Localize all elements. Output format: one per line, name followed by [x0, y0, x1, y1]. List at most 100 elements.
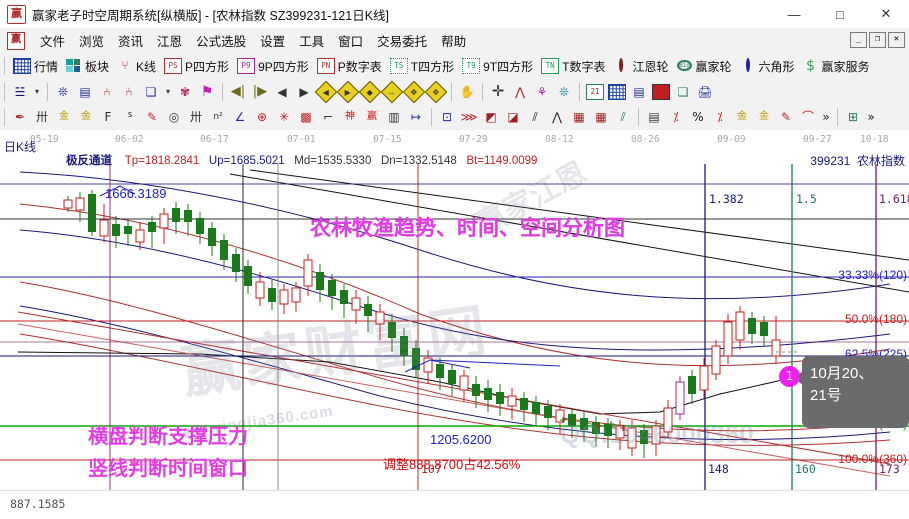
menu-item-browse[interactable]: 浏览	[79, 35, 105, 49]
menu-item-tools[interactable]: 工具	[299, 35, 325, 49]
toolbar-t-number-table-button[interactable]: TN T数字表	[537, 58, 609, 75]
indicator-9-icon[interactable]: ⑃	[125, 84, 133, 99]
ying-icon[interactable]: 赢	[367, 111, 377, 122]
close-button[interactable]: ✕	[880, 6, 892, 21]
report-icon[interactable]: ▤	[633, 84, 645, 99]
toolbar-t-square-button[interactable]: TS T四方形	[386, 58, 458, 75]
toolbar-p-number-table-button[interactable]: PN P数字表	[313, 58, 386, 75]
menu-item-window[interactable]: 窗口	[338, 35, 364, 49]
crosshair-icon[interactable]: ✛	[491, 82, 505, 100]
toolbar-quotes-button[interactable]: 行情	[9, 58, 62, 75]
calendar-day-icon[interactable]: ☱	[14, 84, 26, 99]
clipboard-icon[interactable]: ▤	[79, 84, 91, 99]
toolbar-winner-service-button[interactable]: $ 赢家服务	[799, 58, 874, 75]
mdi-restore-button[interactable]: ❐	[869, 32, 886, 48]
curve-tool-icon[interactable]: ⌒	[801, 110, 814, 124]
rect-tool-icon[interactable]: ⊡	[441, 110, 453, 124]
toolbar-9p-square-button[interactable]: P9 9P四方形	[233, 58, 313, 75]
mdi-close-button[interactable]: ✕	[888, 32, 905, 48]
levels-icon[interactable]: ▤	[648, 110, 660, 124]
indicator-3-icon[interactable]: ⑃	[103, 84, 111, 99]
pen-tool-icon[interactable]: ✒	[14, 110, 26, 124]
gann-circle-icon[interactable]: ⊕	[256, 110, 268, 124]
toolbar-sectors-button[interactable]: 板块	[62, 58, 113, 75]
menu-item-help[interactable]: 帮助	[441, 35, 467, 49]
callout-marker-1[interactable]: 1	[779, 366, 800, 387]
gold-ratio-1-icon[interactable]: 金	[59, 111, 69, 122]
cylinder-icon[interactable]: ❏	[145, 84, 157, 99]
menu-item-news[interactable]: 资讯	[118, 35, 144, 49]
grid-box-2-icon[interactable]: ▦	[595, 110, 607, 124]
collapse-icon[interactable]: ✥	[424, 80, 448, 103]
prev-icon[interactable]: ◀	[277, 84, 287, 99]
minimize-button[interactable]: —	[787, 6, 801, 22]
callout-bubble[interactable]: 10月20、 21号	[802, 356, 909, 428]
print-icon[interactable]: 🖨	[697, 84, 713, 99]
percent-icon[interactable]: %	[692, 110, 704, 124]
square-grid-icon[interactable]: ▩	[300, 110, 312, 124]
grid-lines-2-icon[interactable]: 卅	[189, 110, 202, 124]
marker-pen-icon[interactable]: ✎	[146, 110, 158, 124]
mdi-minimize-button[interactable]: _	[850, 32, 867, 48]
flag-icon[interactable]: ⚑	[200, 83, 214, 100]
measure-icon[interactable]: ↦	[410, 110, 422, 124]
shift-right-icon[interactable]: ▶	[336, 80, 360, 103]
save-icon[interactable]	[650, 82, 672, 102]
maximize-button[interactable]: □	[836, 6, 844, 22]
calculator-icon[interactable]	[606, 82, 628, 102]
spiral-icon[interactable]: ᔆ	[127, 110, 133, 124]
toolbar-gann-wheel-button[interactable]: 江恩轮	[609, 58, 672, 75]
step-line-icon[interactable]: ⌐	[322, 110, 334, 124]
percent-levels-icon[interactable]: ⁒	[717, 110, 723, 124]
expand-icon[interactable]: ✥	[402, 80, 426, 103]
n2-scale-icon[interactable]: n²	[213, 111, 223, 122]
f-scale-icon[interactable]: F	[104, 110, 112, 124]
dropdown-arrow-2-icon[interactable]: ▾	[165, 86, 170, 96]
fan-fill-icon[interactable]: ◩	[485, 110, 497, 124]
network-icon[interactable]: ❊	[57, 84, 69, 99]
copy-icon[interactable]: ❏	[677, 84, 689, 99]
calendar-21-icon[interactable]: 21	[584, 82, 606, 102]
menu-item-file[interactable]: 文件	[40, 35, 66, 49]
grid-box-icon[interactable]: ▦	[573, 110, 585, 124]
menu-item-trade[interactable]: 交易委托	[377, 35, 428, 49]
gold-levels-icon[interactable]: 金	[759, 111, 769, 122]
zoom-out-icon[interactable]: ↔	[380, 80, 404, 103]
dropdown-arrow-icon[interactable]: ▾	[34, 86, 39, 96]
knot-icon[interactable]: ✾	[179, 84, 191, 99]
pencil-edit-icon[interactable]: ✎	[780, 110, 792, 124]
spider-web-icon[interactable]: ✳	[278, 110, 290, 124]
trend-lines-icon[interactable]: ⫽	[532, 110, 538, 124]
shift-left-icon[interactable]: ◀	[314, 80, 338, 103]
fan-box-icon[interactable]: ◪	[507, 110, 519, 124]
brain-icon[interactable]: ❊	[558, 84, 570, 99]
hand-tool-icon[interactable]: ✋	[459, 84, 475, 99]
zoom-center-icon[interactable]: ◆	[358, 80, 382, 103]
toolbar-p-square-button[interactable]: PS P四方形	[160, 58, 233, 75]
menu-item-formula-stock-pick[interactable]: 公式选股	[196, 35, 247, 49]
tree-icon[interactable]: ⚘	[536, 84, 548, 99]
next-icon[interactable]: ▶	[299, 84, 309, 99]
more-tools-icon[interactable]: »	[822, 110, 830, 124]
parallel-icon[interactable]: ⫽	[620, 110, 626, 124]
angle-line-icon[interactable]: ∠	[234, 110, 246, 124]
menu-item-settings[interactable]: 设置	[260, 35, 286, 49]
last-page-icon[interactable]: |▶	[252, 84, 268, 99]
grid-lines-icon[interactable]: 卅	[35, 110, 48, 124]
toolbar-9t-square-button[interactable]: T9 9T四方形	[458, 58, 537, 75]
chart-plot[interactable]: 赢家财富网 www.yingjia360.com QQ:1046000360 赢…	[0, 156, 909, 490]
zigzag-icon[interactable]: ⋀	[552, 110, 562, 124]
more-tools-2-icon[interactable]: »	[867, 110, 875, 124]
gold-circle-icon[interactable]: 金	[737, 111, 747, 122]
menu-item-gann[interactable]: 江恩	[157, 35, 183, 49]
chart-area[interactable]: 05-19 06-02 06-17 07-01 07-15 07-29 08-1…	[0, 130, 909, 490]
fan-lines-icon[interactable]: ⋙	[460, 110, 478, 124]
ruler-icon[interactable]: ▥	[388, 110, 400, 124]
toolbar-winner-wheel-button[interactable]: Big 赢家轮	[672, 58, 735, 75]
percent-line-icon[interactable]: ⁒	[673, 110, 679, 124]
gold-ratio-2-icon[interactable]: 金	[81, 111, 91, 122]
circle-scale-icon[interactable]: ◎	[168, 110, 180, 124]
toolbar-hexagon-button[interactable]: 六角形	[736, 58, 799, 75]
first-page-icon[interactable]: ◀|	[230, 84, 246, 99]
draw-angle-icon[interactable]: ⋀	[515, 84, 525, 99]
